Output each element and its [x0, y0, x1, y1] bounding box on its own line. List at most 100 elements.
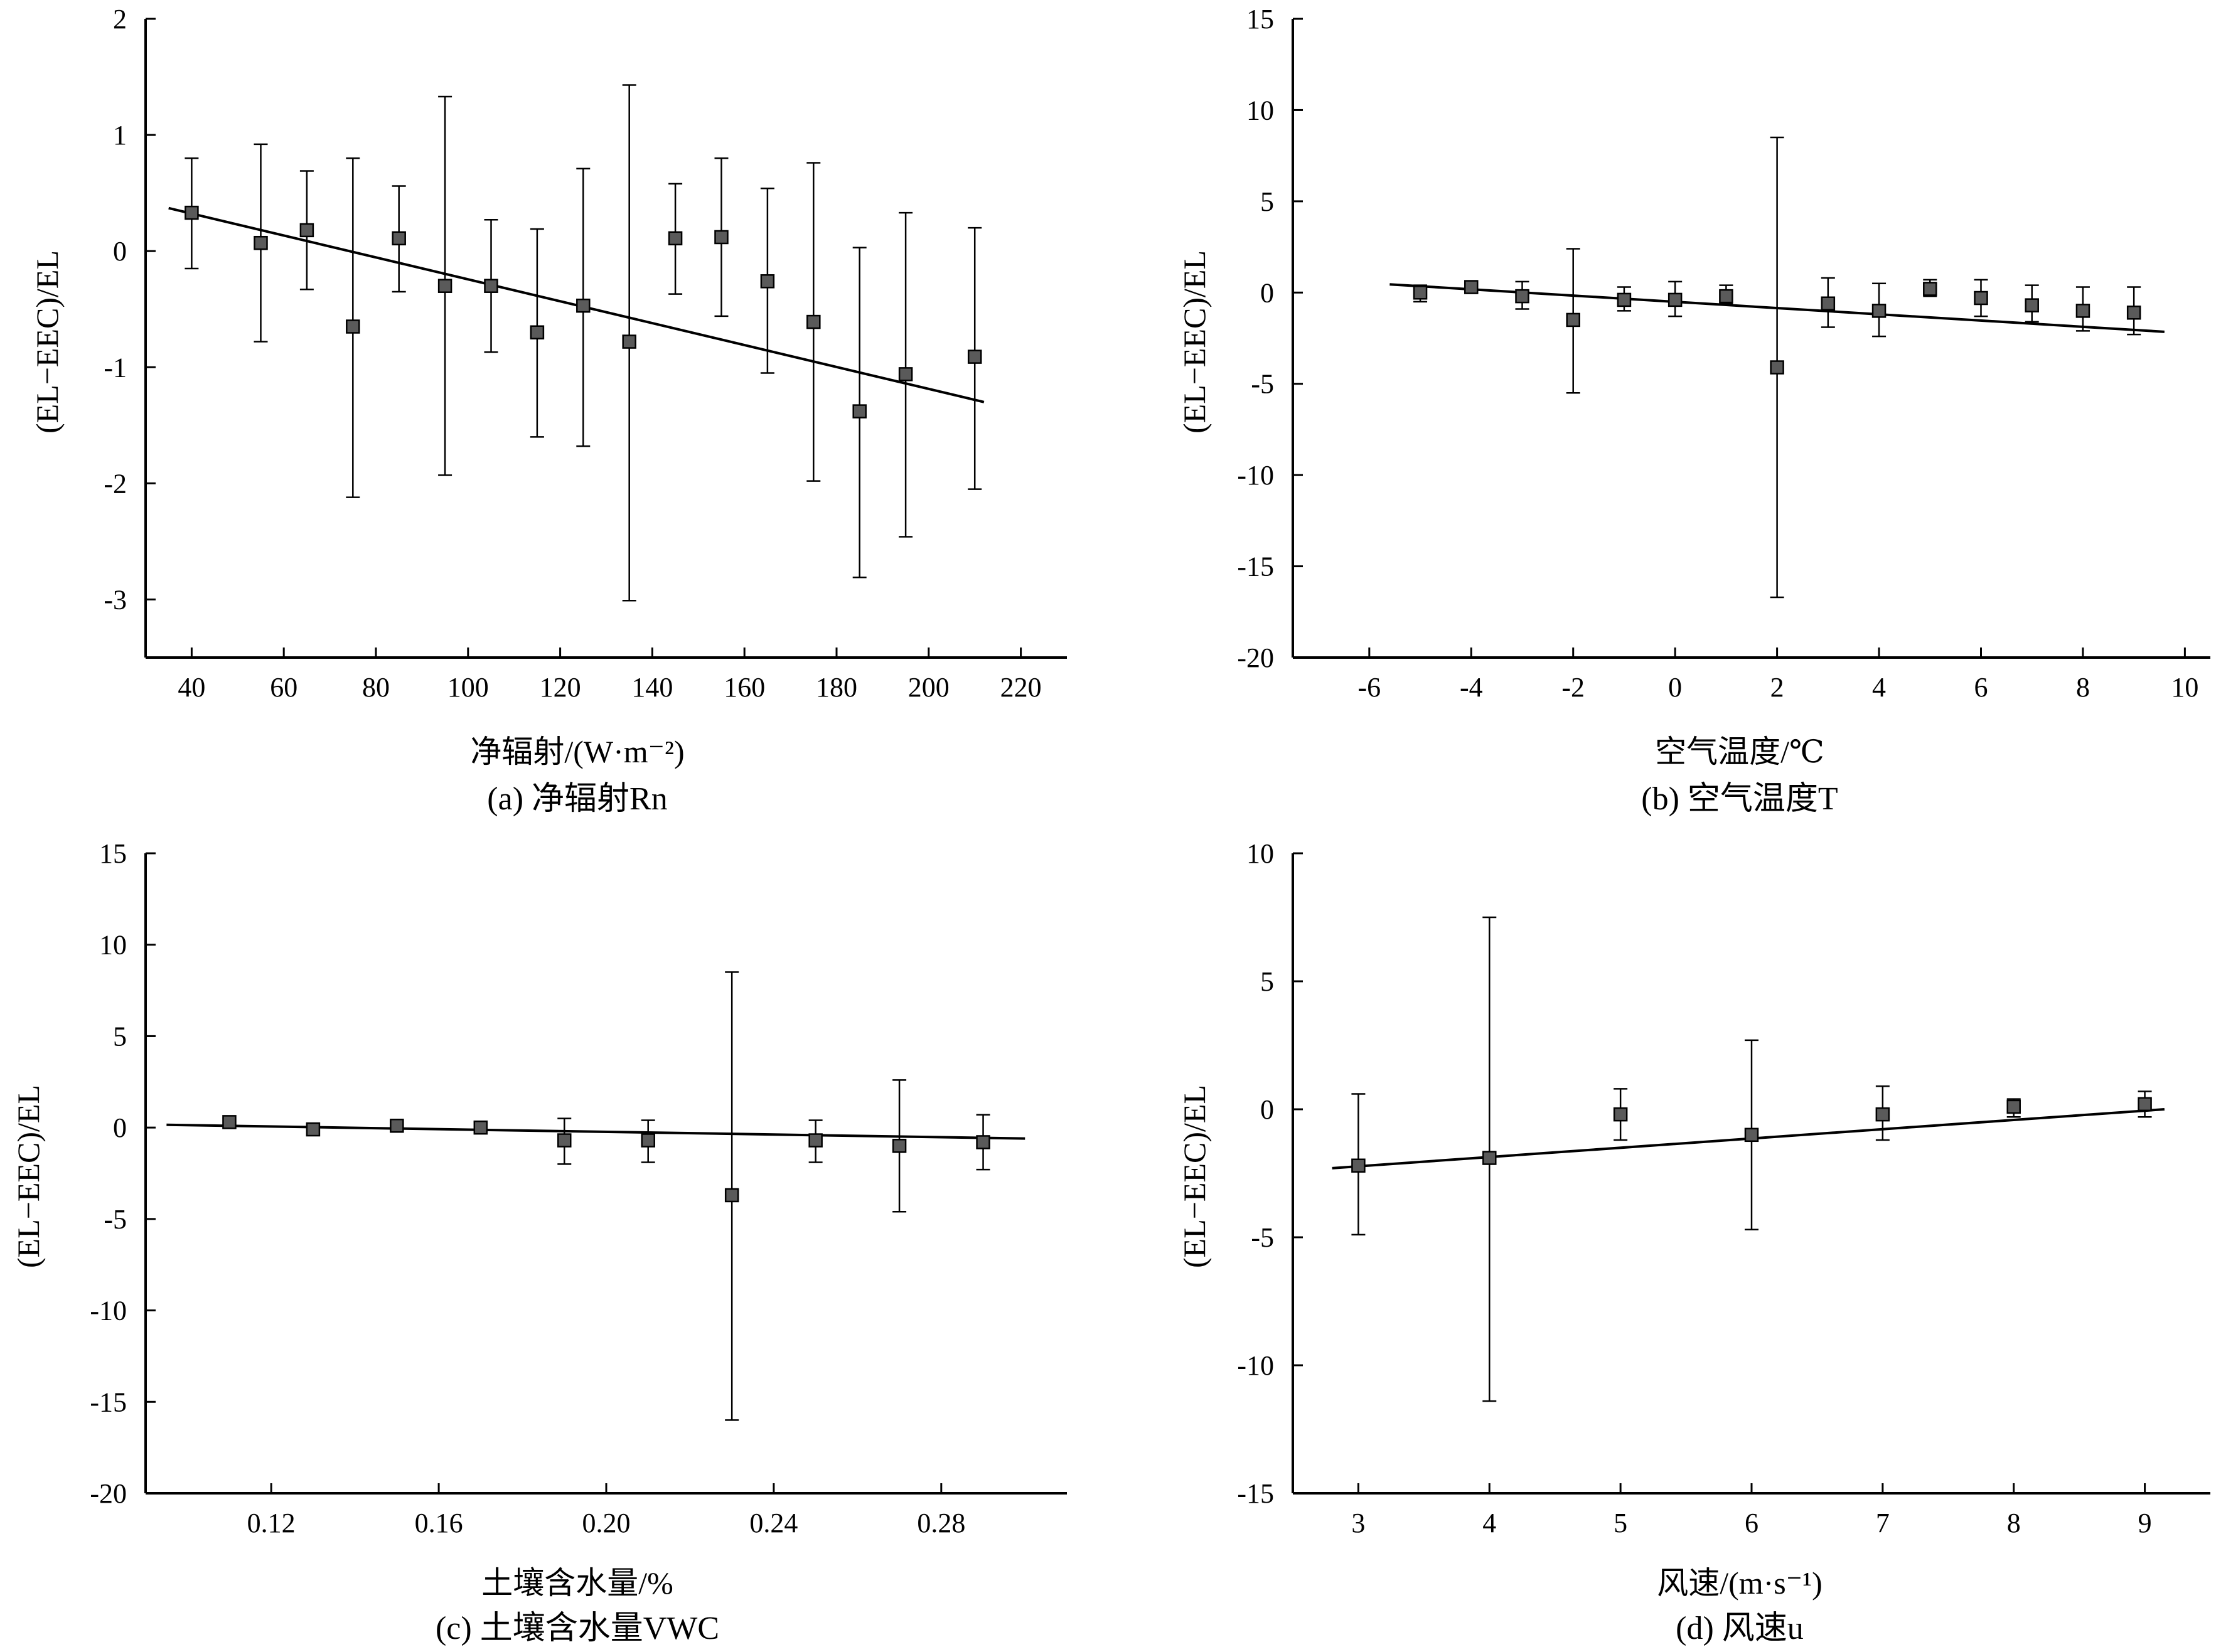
panel-d-x-tick-label: 6	[1745, 1508, 1758, 1538]
panel-b-data-point	[1871, 304, 1887, 318]
panel-d-y-tick-label: 0	[1260, 1094, 1274, 1125]
panel-c-data-point	[473, 1120, 488, 1135]
panel-a-x-tick-label: 200	[908, 672, 950, 703]
panel-b-y-tick-label: 0	[1260, 277, 1274, 308]
panel-b-data-point	[2025, 298, 2039, 312]
panel-a-x-tick-label: 80	[362, 672, 390, 703]
panel-b-x-tick-label: 10	[2171, 672, 2198, 703]
panel-c-data-point	[306, 1122, 321, 1137]
panel-b-data-point	[1821, 296, 1836, 311]
panel-a-y-tick-label: 1	[113, 120, 127, 151]
panel-b-data-point	[1515, 289, 1529, 304]
panel-d-x-tick-label: 4	[1482, 1508, 1496, 1538]
panel-a-x-tick-label: 60	[270, 672, 297, 703]
panel-a-caption: (a) 净辐射Rn	[487, 781, 667, 817]
panel-a-data-point	[185, 205, 199, 220]
panel-c-y-tick-label: 0	[113, 1112, 127, 1143]
panel-c-y-tick-label: 10	[99, 930, 127, 961]
panel-b-data-point	[1667, 292, 1683, 307]
panel-d-data-point	[1744, 1127, 1759, 1143]
panel-a-data-point	[622, 334, 636, 349]
panel-c-y-axis-title: (EL−EEC)/EL	[11, 1085, 46, 1268]
panel-c-data-point	[724, 1188, 739, 1203]
panel-d-y-tick-label: -10	[1237, 1350, 1274, 1381]
panel-b-x-tick-label: 8	[2076, 672, 2090, 703]
panel-c-y-tick-label: 5	[113, 1021, 127, 1052]
panel-b-y-tick-label: 15	[1246, 4, 1274, 35]
panel-c-data-point	[557, 1133, 572, 1148]
panel-b-data-point	[1770, 360, 1784, 375]
panel-c-y-tick-label: -15	[90, 1387, 127, 1417]
panel-a-x-axis-title: 净辐射/(W·m⁻²)	[470, 734, 684, 769]
panel-a-y-axis-title: (EL−EEC)/EL	[29, 250, 65, 434]
panel-a-data-point	[392, 231, 406, 246]
panel-b-x-tick-label: 2	[1770, 672, 1784, 703]
panel-d-data-point	[1351, 1158, 1366, 1173]
panel-a-data-point	[806, 314, 821, 329]
panel-a-data-point	[852, 404, 867, 418]
panel-c-y-tick-label: -20	[90, 1478, 127, 1509]
panel-a-data-point	[898, 367, 913, 381]
panel-c-x-tick-label: 0.20	[582, 1508, 631, 1538]
panel-a-data-point	[668, 231, 683, 246]
panel-d-data-point	[1875, 1107, 1890, 1122]
panel-d-caption: (d) 风速u	[1676, 1611, 1804, 1646]
panel-a-x-tick-label: 180	[816, 672, 857, 703]
panel-c-data-point	[390, 1118, 404, 1133]
panel-c-x-tick-label: 0.12	[247, 1508, 296, 1538]
panel-d-x-tick-label: 3	[1351, 1508, 1365, 1538]
panel-d-y-tick-label: -5	[1251, 1222, 1274, 1253]
panel-b-y-tick-label: -10	[1237, 460, 1274, 491]
panel-d-y-axis-title: (EL−EEC)/EL	[1177, 1085, 1212, 1268]
panel-a-x-tick-label: 160	[724, 672, 765, 703]
panel-a-y-tick-label: 2	[113, 4, 127, 35]
panel-a-y-tick-label: -1	[104, 352, 127, 383]
panel-a-data-point	[714, 230, 729, 245]
panel-b-x-tick-label: -4	[1460, 672, 1483, 703]
panel-c-y-tick-label: -10	[90, 1296, 127, 1326]
panel-a-x-tick-label: 120	[540, 672, 581, 703]
panel-b-y-tick-label: -15	[1237, 552, 1274, 582]
panel-b-y-tick-label: -20	[1237, 642, 1274, 673]
panel-a-data-point	[760, 274, 775, 289]
panel-d-data-point	[1613, 1107, 1628, 1122]
panel-a-data-point	[437, 279, 452, 293]
panel-b-data-point	[1923, 282, 1937, 296]
panel-c-data-point	[222, 1115, 237, 1129]
panel-b-data-point	[2075, 304, 2090, 318]
panel-d-y-tick-label: 10	[1246, 838, 1274, 869]
panel-b-y-tick-label: 5	[1260, 186, 1274, 217]
panel-c-data-point	[892, 1139, 907, 1153]
panel-c-x-tick-label: 0.28	[917, 1508, 965, 1538]
panel-d-data-point	[2006, 1099, 2021, 1114]
panel-b-x-axis-title: 空气温度/℃	[1655, 734, 1824, 769]
panel-c: 土壤含水量/% (EL−EEC)/EL (c) 土壤含水量VWC 0.12 0.1…	[11, 838, 1067, 1646]
panel-a-x-tick-label: 140	[631, 672, 673, 703]
panel-a-x-tick-label: 100	[447, 672, 489, 703]
panel-a-data-point	[530, 325, 545, 339]
panel-d-x-axis-title: 风速/(m·s⁻¹)	[1657, 1565, 1823, 1601]
panel-a-data-point	[346, 319, 360, 334]
panel-b-x-tick-label: 6	[1974, 672, 1988, 703]
panel-d-x-tick-label: 5	[1614, 1508, 1627, 1538]
panel-d-data-point	[2138, 1097, 2152, 1112]
panel-b-data-point	[1974, 290, 1988, 306]
panel-a-data-point	[299, 223, 314, 238]
panel-b-data-point	[1719, 289, 1733, 304]
panel-c-trend-line	[166, 1123, 1025, 1140]
panel-d-y-tick-label: -15	[1237, 1478, 1274, 1509]
panel-c-y-tick-label: 15	[99, 838, 127, 869]
panel-d: 风速/(m·s⁻¹) (EL−EEC)/EL (d) 风速u 3 4 5 6 7 8 9 -1…	[1177, 838, 2210, 1646]
panel-c-x-tick-label: 0.16	[415, 1508, 463, 1538]
panel-a-data-point	[576, 298, 591, 313]
panel-b-x-tick-label: 4	[1872, 672, 1886, 703]
panel-c-data-point	[808, 1133, 823, 1148]
panel-b-y-axis-title: (EL−EEC)/EL	[1177, 250, 1212, 434]
panel-a: 净辐射/(W·m⁻²) (EL−EEC)/EL (a) 净辐射Rn 40 60 80…	[29, 4, 1067, 817]
panel-b-data-point	[1617, 292, 1632, 307]
panel-c-x-tick-label: 0.24	[749, 1508, 798, 1538]
panel-b-x-tick-label: -2	[1561, 672, 1585, 703]
panel-c-data-point	[641, 1133, 655, 1148]
panel-b-data-point	[1566, 312, 1580, 328]
